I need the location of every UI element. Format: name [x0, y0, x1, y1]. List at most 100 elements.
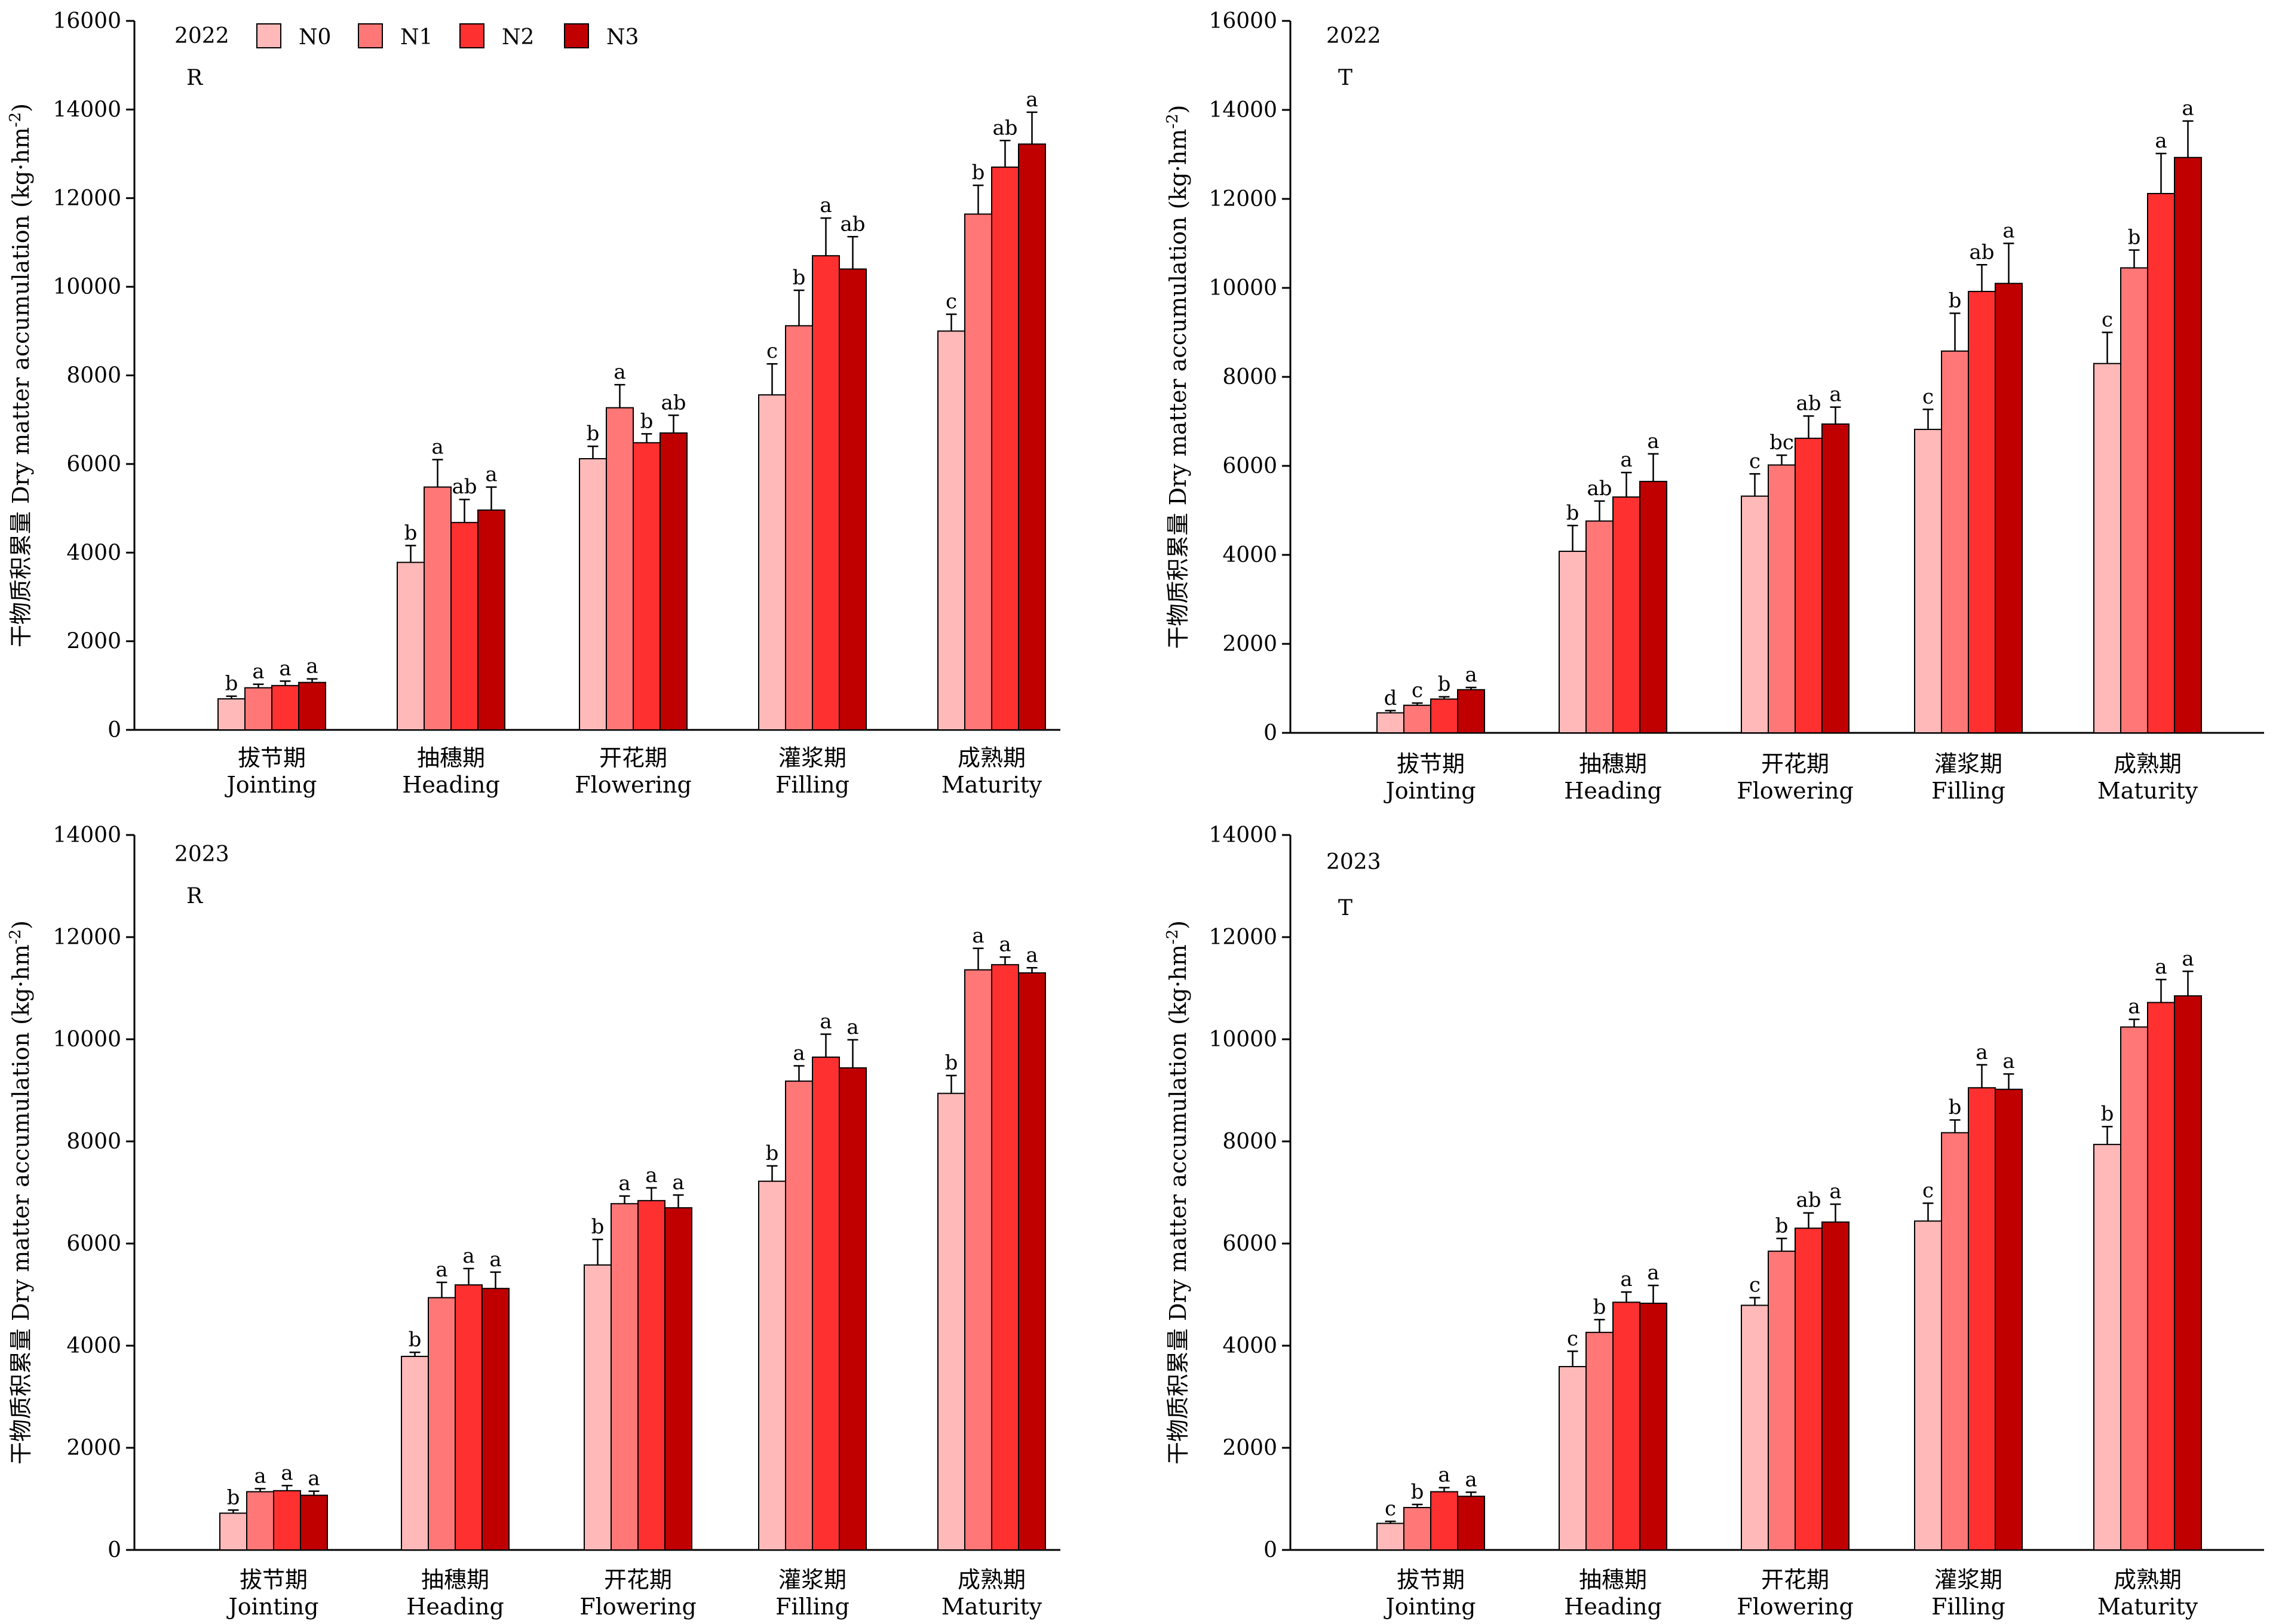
significance-letter: ab — [1796, 392, 1821, 416]
x-category-label-en: Maturity — [2097, 778, 2198, 804]
significance-letter: b — [404, 521, 418, 545]
significance-letter: a — [1026, 88, 1038, 112]
bar — [1941, 350, 1969, 733]
y-tick-label: 4000 — [1222, 1334, 1277, 1358]
significance-letter: b — [972, 161, 985, 185]
chart-panel-2022-R: 0 2000 4000 6000 8000 10000 12000 14000 16000 干物质… — [7, 9, 1060, 798]
y-tick-label: 14000 — [53, 97, 121, 122]
legend-swatch — [256, 23, 281, 48]
bar — [1968, 290, 1996, 733]
significance-letter: a — [2155, 955, 2167, 979]
year-label: 2022 — [1326, 24, 1381, 48]
y-tick-label: 0 — [108, 718, 121, 742]
y-axis-label: 干物质积累量 Dry matter accumulation (kg·hm-2) — [1164, 920, 1191, 1465]
legend-swatch — [358, 23, 383, 48]
y-tick-label: 0 — [1263, 721, 1277, 745]
bar — [1403, 1507, 1431, 1551]
bar — [2093, 1144, 2121, 1551]
significance-letter: c — [766, 339, 778, 363]
bar — [1914, 1220, 1942, 1551]
significance-letter: a — [2182, 97, 2194, 121]
bar — [812, 1056, 840, 1551]
y-tick-label: 16000 — [53, 9, 121, 33]
x-category-label-cn: 抽穗期 — [1579, 1567, 1647, 1593]
legend-swatch — [564, 23, 589, 48]
significance-letter: ab — [1969, 240, 1994, 264]
significance-letter: a — [1829, 383, 1841, 407]
x-category-label-en: Heading — [1564, 778, 1662, 804]
significance-letter: a — [306, 655, 318, 679]
bar — [633, 442, 661, 730]
bar — [424, 486, 452, 730]
bar — [991, 964, 1019, 1551]
significance-letter: b — [591, 1215, 605, 1239]
x-category-label-cn: 成熟期 — [958, 1567, 1026, 1593]
significance-letter: a — [308, 1467, 320, 1491]
bar — [1995, 283, 2023, 733]
significance-letter: b — [225, 672, 238, 696]
significance-letter: a — [1829, 1180, 1841, 1204]
y-tick-label: 8000 — [66, 364, 121, 388]
significance-letter: a — [1438, 1463, 1450, 1487]
x-category-label-cn: 拔节期 — [238, 745, 306, 771]
significance-letter: b — [227, 1485, 240, 1509]
significance-letter: a — [820, 194, 832, 217]
significance-letter: b — [409, 1328, 422, 1352]
bar — [1639, 481, 1667, 733]
y-tick-label: 8000 — [66, 1129, 121, 1154]
significance-letter: c — [1385, 1497, 1396, 1521]
y-tick-label: 0 — [108, 1538, 121, 1562]
significance-letter: a — [972, 924, 984, 948]
bar — [1430, 698, 1458, 734]
bar — [812, 255, 840, 731]
x-category-label-cn: 抽穗期 — [1579, 751, 1647, 777]
x-category-label-en: Filling — [1931, 1594, 2005, 1620]
bar — [991, 166, 1019, 731]
bar — [2120, 1026, 2148, 1551]
significance-letter: b — [1411, 1480, 1424, 1504]
x-category-label-en: Jointing — [226, 1594, 319, 1620]
y-tick-label: 14000 — [1209, 98, 1277, 122]
bar — [1914, 428, 1942, 733]
bar — [1741, 1304, 1769, 1551]
bar — [455, 1284, 483, 1551]
chart-legend: N0 N1 N2 N3 — [256, 23, 639, 50]
significance-letter: c — [1749, 449, 1760, 473]
legend-label: N2 — [502, 25, 534, 50]
significance-letter: a — [1976, 1040, 1988, 1064]
bar — [273, 1490, 301, 1551]
y-axis-label: 干物质积累量 Dry matter accumulation (kg·hm-2) — [7, 103, 34, 647]
bar — [758, 1180, 786, 1551]
significance-letter: a — [1465, 1468, 1477, 1491]
significance-letter: b — [945, 1051, 958, 1075]
significance-letter: b — [2128, 226, 2141, 250]
year-label: 2023 — [174, 842, 229, 867]
bar — [1559, 551, 1587, 733]
x-category-label-en: Jointing — [1384, 778, 1476, 804]
y-tick-label: 10000 — [53, 1027, 121, 1052]
significance-letter: c — [946, 290, 957, 314]
bar — [450, 521, 479, 730]
significance-letter: a — [431, 435, 443, 459]
significance-letter: c — [1922, 385, 1934, 409]
significance-letter: b — [766, 1141, 779, 1165]
y-tick-label: 6000 — [66, 1232, 121, 1256]
significance-letter: a — [2155, 129, 2167, 153]
significance-letter: a — [846, 1015, 858, 1039]
y-tick-label: 4000 — [66, 1334, 121, 1358]
bar — [964, 213, 992, 730]
x-category-label-en: Heading — [1564, 1594, 1662, 1620]
significance-letter: bc — [1769, 431, 1794, 455]
bar — [2174, 995, 2202, 1551]
bar — [1612, 496, 1640, 734]
legend-label: N0 — [299, 25, 331, 50]
significance-letter: d — [1384, 686, 1397, 710]
bar — [937, 330, 965, 730]
bar — [1821, 423, 1850, 733]
bar — [1768, 464, 1796, 733]
x-category-label-cn: 开花期 — [604, 1567, 672, 1593]
bar — [481, 1288, 510, 1551]
bar — [300, 1494, 328, 1551]
bar — [611, 1203, 639, 1551]
